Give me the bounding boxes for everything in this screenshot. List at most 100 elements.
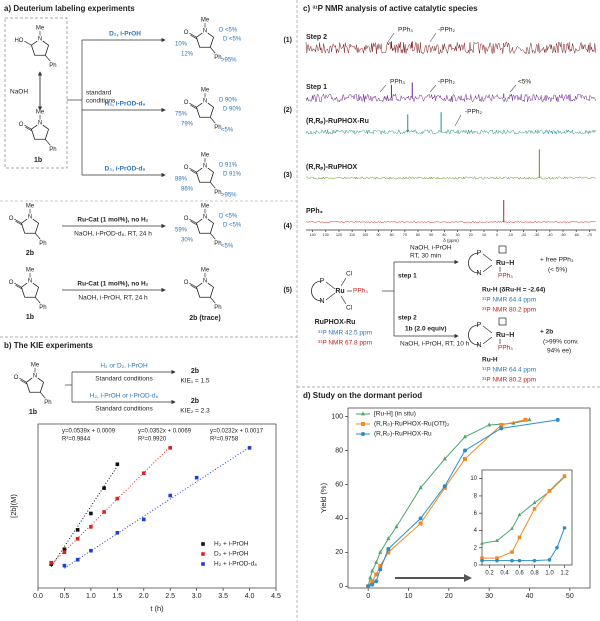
peak-annotation: <5% [518,79,531,86]
atom: Ph [214,190,221,196]
label: Ru-H (δRu-H = -2.64) [482,287,545,294]
x-tick-label: -30 [534,233,539,237]
y-tick-label: 100 [331,413,343,420]
x-tick-label: -60 [574,233,579,237]
legend-marker [201,552,205,556]
label: ³¹P NMR 67.8 ppm [318,340,372,347]
x-axis-label: t (h) [150,604,164,613]
x-tick-label: 10 [405,593,413,600]
annotation-arrow [429,32,437,43]
deuterium-label: 86% [181,187,194,193]
ring [195,100,215,118]
atom: Ph [39,305,46,311]
label: 1b [29,409,37,416]
label: step 2 [398,315,417,322]
atom: PPh₃ [353,288,368,295]
marker [370,582,375,587]
label: 1b (2.0 equiv) [405,326,447,333]
marker [480,541,484,545]
x-tick-label: -70 [587,233,592,237]
label: 2b [191,398,199,405]
y-tick-label: 0 [339,583,343,590]
bond [340,295,347,305]
bond [340,277,347,287]
marker [495,556,499,560]
deuterium-label: 10% [175,42,188,48]
marker [370,579,375,584]
marker [141,517,146,522]
deuterium-label: D <5% [223,37,242,43]
marker [89,548,93,553]
x-tick-label: 70 [403,233,407,237]
marker [49,560,54,565]
x-tick-label: 2.0 [139,593,149,600]
y-tick-label: 2 [474,545,478,551]
atom: N [476,342,481,349]
marker [386,546,391,551]
marker [247,446,252,450]
deuterium-label: <5% [221,128,234,134]
atom: Ph [39,241,46,247]
spectrum-noise [305,128,596,136]
marker [368,575,373,580]
bond [15,284,23,290]
label: D₂, i-PrOD-d₈ [105,166,146,173]
peak-annotation: PPh₃ [390,79,405,86]
marker [115,496,120,501]
x-tick-label: 120 [336,233,342,237]
legend-label: (R,Rₚ)-RuPHOX-Ru [374,431,432,438]
vacant-site [498,245,507,254]
label: NaOH, i-PrOH [410,245,452,252]
marker [532,558,537,563]
vacant-site [498,317,507,326]
ligand-backbone [468,324,480,346]
x-tick-label: 80 [390,233,394,237]
label: H₂, i-PrOH or i-PrOD-d₈ [90,393,159,400]
label: NaOH, i-PrOD-d₈, RT, 24 h [74,231,152,238]
marker [168,493,173,498]
x-tick-label: 0 [496,233,498,237]
equation-number: (4) [283,223,292,230]
marker [89,525,93,529]
atom-bg [201,97,209,105]
bond [189,167,197,173]
spectrum-label: Step 1 [306,84,327,91]
marker [499,426,504,431]
marker [462,434,467,439]
panel-title: a) Deuterium labeling experiments [4,4,135,13]
deuterium-label: 79% [181,122,194,128]
atom: Ru–H [496,260,514,267]
marker [75,537,80,541]
marker [62,547,67,552]
marker [462,448,467,453]
atom: Ph [214,305,221,311]
atom: Me [201,204,210,210]
label: 2b (trace) [189,315,221,322]
x-axis-label: δ (ppm) [443,238,459,243]
label: 1b [34,157,42,164]
ring [195,165,215,183]
x-tick-label: 100 [362,233,368,237]
x-tick-label: 0.0 [33,593,43,600]
marker [418,516,423,521]
y-tick-label: 40 [335,515,343,522]
marker [374,559,379,564]
spectrum-noise [305,176,596,180]
atom: N [203,215,207,221]
annotation-arrow [429,84,437,93]
marker [523,417,528,422]
marker [394,524,399,529]
atom: Ph [49,63,56,69]
atom-bg [201,27,209,35]
legend-marker [201,562,205,566]
deuterium-label: 59% [175,228,188,234]
atom: O [9,216,14,222]
data-line [367,419,558,587]
x-tick-label: 0.6 [515,571,524,577]
marker [562,526,567,530]
y-tick-label: 4 [474,528,478,534]
deuterium-label: 75% [175,112,188,118]
bond [210,233,216,240]
x-tick-label: 10 [482,233,486,237]
bond [189,218,197,224]
